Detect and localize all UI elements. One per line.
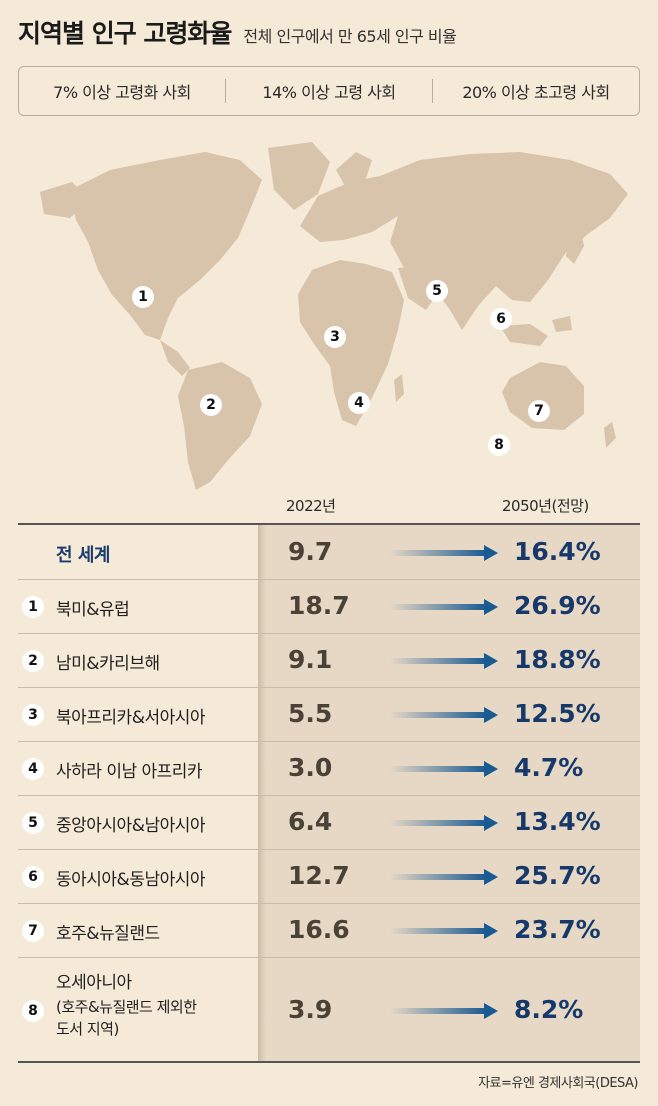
trend-arrow-icon xyxy=(390,599,498,615)
table-row: 2 남미&카리브해 9.1 18.8% xyxy=(18,633,640,687)
table-row: 7 호주&뉴질랜드 16.6 23.7% xyxy=(18,903,640,957)
legend-item-aged: 14% 이상 고령 사회 xyxy=(225,79,432,103)
page-subtitle: 전체 인구에서 만 65세 인구 비율 xyxy=(243,27,457,46)
row-number-badge: 2 xyxy=(22,650,44,672)
trend-arrow-icon xyxy=(390,653,498,669)
value-2050: 12.5% xyxy=(514,699,601,728)
row-label: 북아프리카&서아시아 xyxy=(56,708,206,728)
value-2050: 25.7% xyxy=(514,861,601,890)
column-header-2022: 2022년 xyxy=(286,497,336,515)
world-map-graphic xyxy=(40,142,628,490)
value-2050: 18.8% xyxy=(514,645,601,674)
row-label: 전 세계 xyxy=(56,545,110,566)
trend-arrow-icon xyxy=(390,815,498,831)
value-panel xyxy=(258,523,640,1063)
row-label: 사하라 이남 아프리카 xyxy=(56,762,203,782)
row-label: 오세아니아 (호주&뉴질랜드 제외한 도서 지역) xyxy=(56,973,197,1038)
map-marker-2: 2 xyxy=(200,394,222,416)
page-title: 지역별 인구 고령화율 xyxy=(18,19,232,48)
value-2050: 8.2% xyxy=(514,995,584,1024)
world-map: 1 2 3 4 5 6 7 8 xyxy=(0,130,658,500)
table-row: 8 오세아니아 (호주&뉴질랜드 제외한 도서 지역) 3.9 8.2% xyxy=(18,957,640,1063)
data-table: 전 세계 9.7 16.4% 1 북미&유럽 18.7 26.9% 2 남미&카리브해 9.1 18… xyxy=(18,523,640,1063)
column-header-2050: 2050년(전망) xyxy=(502,497,589,515)
map-marker-6: 6 xyxy=(490,308,512,330)
trend-arrow-icon xyxy=(390,923,498,939)
row-number-badge: 3 xyxy=(22,704,44,726)
row-label: 중앙아시아&남아시아 xyxy=(56,816,206,836)
source-note: 자료=유엔 경제사회국(DESA) xyxy=(478,1076,638,1091)
trend-arrow-icon xyxy=(390,707,498,723)
value-2022: 3.0 xyxy=(288,753,333,782)
map-marker-7: 7 xyxy=(528,400,550,422)
row-number-badge: 5 xyxy=(22,812,44,834)
row-number-badge: 8 xyxy=(22,1000,44,1022)
table-row: 4 사하라 이남 아프리카 3.0 4.7% xyxy=(18,741,640,795)
row-label: 남미&카리브해 xyxy=(56,654,160,674)
value-2050: 16.4% xyxy=(514,537,601,566)
table-row: 6 동아시아&동남아시아 12.7 25.7% xyxy=(18,849,640,903)
table-row: 1 북미&유럽 18.7 26.9% xyxy=(18,579,640,633)
value-2022: 5.5 xyxy=(288,699,333,728)
table-row: 3 북아프리카&서아시아 5.5 12.5% xyxy=(18,687,640,741)
trend-arrow-icon xyxy=(390,545,498,561)
value-2050: 23.7% xyxy=(514,915,601,944)
value-2050: 4.7% xyxy=(514,753,584,782)
row-label: 북미&유럽 xyxy=(56,600,130,620)
legend-box: 7% 이상 고령화 사회 14% 이상 고령 사회 20% 이상 초고령 사회 xyxy=(18,66,640,116)
legend-item-super-aged: 20% 이상 초고령 사회 xyxy=(432,79,639,103)
row-label: 동아시아&동남아시아 xyxy=(56,870,206,890)
map-marker-4: 4 xyxy=(348,392,370,414)
map-marker-1: 1 xyxy=(132,286,154,308)
value-panel-shadow xyxy=(258,523,266,1063)
value-2022: 12.7 xyxy=(288,861,350,890)
legend-item-aging: 7% 이상 고령화 사회 xyxy=(53,83,191,102)
row-number-badge: 4 xyxy=(22,758,44,780)
value-2050: 26.9% xyxy=(514,591,601,620)
map-marker-3: 3 xyxy=(324,326,346,348)
trend-arrow-icon xyxy=(390,761,498,777)
trend-arrow-icon xyxy=(390,869,498,885)
value-2022: 6.4 xyxy=(288,807,333,836)
table-row: 전 세계 9.7 16.4% xyxy=(18,523,640,579)
row-number-badge: 6 xyxy=(22,866,44,888)
value-2022: 9.1 xyxy=(288,645,333,674)
value-2050: 13.4% xyxy=(514,807,601,836)
value-2022: 9.7 xyxy=(288,537,333,566)
value-2022: 18.7 xyxy=(288,591,350,620)
map-marker-8: 8 xyxy=(488,434,510,456)
row-number-badge: 1 xyxy=(22,596,44,618)
table-row: 5 중앙아시아&남아시아 6.4 13.4% xyxy=(18,795,640,849)
trend-arrow-icon xyxy=(390,1003,498,1019)
value-2022: 16.6 xyxy=(288,915,350,944)
row-label: 호주&뉴질랜드 xyxy=(56,924,160,944)
value-2022: 3.9 xyxy=(288,995,333,1024)
title-row: 지역별 인구 고령화율 전체 인구에서 만 65세 인구 비율 xyxy=(18,14,648,54)
map-marker-5: 5 xyxy=(426,280,448,302)
row-number-badge: 7 xyxy=(22,920,44,942)
